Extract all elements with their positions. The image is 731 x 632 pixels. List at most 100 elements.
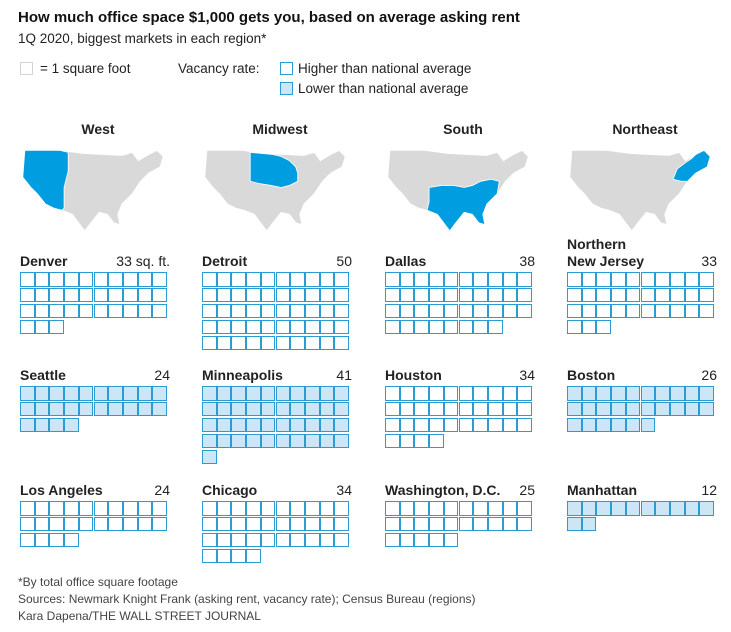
waffle-square (304, 417, 320, 433)
waffle-square (502, 516, 518, 532)
waffle-square (429, 303, 444, 319)
waffle-square (399, 501, 415, 516)
waffle-square (319, 386, 335, 401)
market-name: Northern New Jersey (567, 236, 645, 269)
waffle-square (596, 401, 612, 417)
waffle-square (684, 272, 700, 287)
waffle-square (152, 386, 167, 401)
waffle-square (684, 386, 700, 401)
waffle-square (231, 548, 247, 564)
waffle-square (669, 501, 685, 516)
waffle-square (290, 335, 305, 351)
waffle-square (260, 417, 276, 433)
waffle-square (581, 417, 597, 433)
waffle-square (385, 287, 400, 303)
waffle-square (517, 303, 532, 319)
waffle-square (49, 272, 65, 287)
waffle-square (260, 433, 276, 449)
waffle-square (290, 433, 305, 449)
waffle-square (487, 417, 503, 433)
waffle-square (443, 319, 459, 335)
market-header: Washington, D.C. 25 (385, 465, 535, 499)
waffle-square (334, 386, 349, 401)
waffle-square (473, 516, 488, 532)
waffle-square (414, 401, 430, 417)
waffle-square (49, 319, 65, 335)
waffle-square (34, 516, 50, 532)
waffle-square (246, 401, 261, 417)
us-map-midwest-highlight-icon (204, 149, 346, 232)
market-detroit: Detroit 50 (202, 236, 352, 351)
waffle-square (487, 516, 503, 532)
waffle-square (334, 319, 349, 335)
waffle-square (34, 401, 50, 417)
waffle-square (78, 386, 94, 401)
market-header: Detroit 50 (202, 236, 352, 270)
waffle-square (93, 401, 109, 417)
waffle-square (334, 417, 349, 433)
waffle-square (246, 548, 261, 564)
waffle-square (319, 433, 335, 449)
waffle-square (49, 532, 65, 548)
waffle-square (487, 287, 503, 303)
waffle-square (304, 401, 320, 417)
waffle-square (108, 287, 123, 303)
waffle-square (122, 287, 138, 303)
waffle-square (567, 303, 582, 319)
waffle-square (93, 303, 109, 319)
waffle-square (108, 516, 123, 532)
market-header: Houston 34 (385, 350, 535, 384)
waffle-square (93, 386, 109, 401)
waffle-square (64, 516, 79, 532)
market-header: Denver 33 sq. ft. (20, 236, 170, 270)
waffle-square (216, 319, 232, 335)
waffle-square (443, 401, 459, 417)
market-name: Los Angeles (20, 482, 103, 498)
waffle-square (458, 303, 474, 319)
waffle-square (334, 287, 349, 303)
market-header: Manhattan 12 (567, 465, 717, 499)
waffle-square (414, 417, 430, 433)
waffle-square (319, 532, 335, 548)
market-boston: Boston 26 (567, 350, 717, 433)
waffle-square (231, 287, 247, 303)
waffle-square (429, 386, 444, 401)
waffle-square (458, 319, 474, 335)
waffle-square (202, 287, 217, 303)
waffle-square (304, 319, 320, 335)
waffle-square (517, 417, 532, 433)
waffle-square (611, 303, 626, 319)
waffle-square (34, 501, 50, 516)
waffle-square (502, 386, 518, 401)
waffle-square (275, 532, 291, 548)
waffle-square (202, 501, 217, 516)
waffle-square (625, 303, 641, 319)
waffle-square (581, 401, 597, 417)
waffle-square (399, 272, 415, 287)
waffle-square (231, 401, 247, 417)
waffle-square (611, 272, 626, 287)
waffle-square (625, 417, 641, 433)
waffle-square (334, 303, 349, 319)
waffle-square (473, 272, 488, 287)
waffle-square (49, 386, 65, 401)
market-name: Denver (20, 253, 68, 269)
waffle-square (216, 417, 232, 433)
market-header: Seattle 24 (20, 350, 170, 384)
waffle-square (304, 516, 320, 532)
waffle-square (399, 386, 415, 401)
waffle-square (260, 319, 276, 335)
waffle-square (246, 272, 261, 287)
waffle-square (231, 433, 247, 449)
waffle-square (64, 287, 79, 303)
waffle-square (458, 417, 474, 433)
waffle-square (414, 303, 430, 319)
waffle-square (78, 303, 94, 319)
waffle-square (34, 319, 50, 335)
waffle-square (625, 401, 641, 417)
waffle-square (152, 516, 167, 532)
region-northeast: Northeast (565, 120, 725, 235)
waffle-square (275, 433, 291, 449)
waffle-square (502, 287, 518, 303)
waffle-square (502, 272, 518, 287)
